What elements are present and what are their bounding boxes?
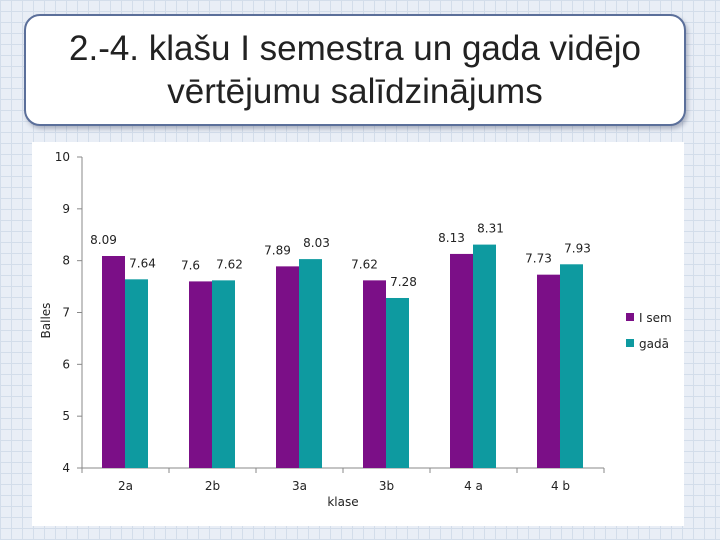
data-label: 7.73 (525, 252, 552, 266)
x-tick-label: 3b (379, 479, 394, 493)
x-tick-label: 4 a (464, 479, 483, 493)
bar-i-sem (537, 274, 560, 468)
bar-gada (212, 280, 235, 468)
bar-gada (299, 259, 322, 468)
chart-area: 4 5 6 7 8 9 10 Balles 2a 2b 3a 3b 4 a 4 b klase 8.09 7.6… (32, 142, 684, 526)
bar-i-sem (276, 266, 299, 468)
legend-swatch (626, 339, 634, 347)
legend-label: gadā (639, 337, 669, 351)
y-tick-label: 5 (62, 409, 70, 423)
x-tick-label: 3a (292, 479, 307, 493)
bar-i-sem (450, 253, 473, 468)
legend-label: I sem (639, 311, 672, 325)
y-tick-label: 9 (62, 202, 70, 216)
x-axis-title: klase (327, 495, 358, 509)
y-tick-label: 10 (55, 150, 70, 164)
y-tick-label: 8 (62, 254, 70, 268)
bar-i-sem (363, 280, 386, 468)
bar-i-sem (102, 256, 125, 468)
x-tick-label: 4 b (551, 479, 570, 493)
data-label: 7.62 (216, 257, 243, 271)
data-label: 7.89 (264, 243, 291, 257)
data-label: 8.09 (90, 233, 117, 247)
y-axis-title: Balles (39, 303, 53, 339)
data-label: 7.64 (129, 256, 156, 270)
slide-title: 2.-4. klašu I semestra un gada vidējo vē… (69, 29, 641, 111)
bar-gada (473, 244, 496, 468)
x-tick-label: 2a (118, 479, 133, 493)
data-label: 8.13 (438, 231, 465, 245)
data-label: 8.31 (477, 222, 504, 236)
data-label: 7.93 (564, 241, 591, 255)
y-tick-label: 7 (62, 306, 70, 320)
data-label: 8.03 (303, 236, 330, 250)
data-label: 7.62 (351, 257, 378, 271)
bar-gada (125, 279, 148, 468)
y-tick-label: 6 (62, 357, 70, 371)
bar-i-sem (189, 281, 212, 468)
legend-swatch (626, 313, 634, 321)
y-tick-label: 4 (62, 461, 70, 475)
data-label: 7.6 (181, 258, 200, 272)
bar-chart: 4 5 6 7 8 9 10 Balles 2a 2b 3a 3b 4 a 4 b klase 8.09 7.6… (39, 150, 672, 509)
bar-gada (386, 297, 409, 468)
data-label: 7.28 (390, 275, 417, 289)
title-box: 2.-4. klašu I semestra un gada vidējo vē… (24, 14, 686, 126)
bar-gada (560, 264, 583, 468)
x-tick-label: 2b (205, 479, 220, 493)
